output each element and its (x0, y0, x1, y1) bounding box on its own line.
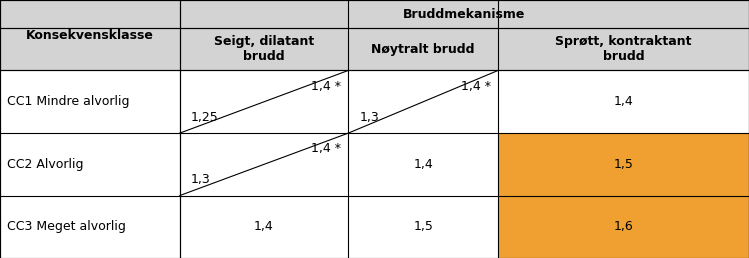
Text: Seigt, dilatant
brudd: Seigt, dilatant brudd (214, 35, 314, 63)
Text: Nøytralt brudd: Nøytralt brudd (372, 43, 475, 56)
Text: 1,3: 1,3 (360, 111, 379, 124)
Text: Konsekvensklasse: Konsekvensklasse (26, 29, 154, 42)
Text: 1,4: 1,4 (254, 220, 274, 233)
Text: CC2 Alvorlig: CC2 Alvorlig (7, 158, 84, 171)
Text: CC3 Meget alvorlig: CC3 Meget alvorlig (7, 220, 127, 233)
Bar (498, 196, 749, 258)
Bar (0, 70, 749, 258)
Text: 1,25: 1,25 (191, 111, 219, 124)
Text: 1,5: 1,5 (613, 158, 634, 171)
Bar (0, 0, 749, 28)
Text: 1,4 *: 1,4 * (311, 80, 341, 93)
Text: Sprøtt, kontraktant
brudd: Sprøtt, kontraktant brudd (555, 35, 692, 63)
Text: 1,4: 1,4 (413, 158, 433, 171)
Text: 1,3: 1,3 (191, 173, 210, 187)
Text: 1,6: 1,6 (613, 220, 634, 233)
Text: CC1 Mindre alvorlig: CC1 Mindre alvorlig (7, 95, 130, 108)
Text: Bruddmekanisme: Bruddmekanisme (403, 7, 526, 21)
Bar (0, 28, 749, 70)
Text: 1,4 *: 1,4 * (311, 142, 341, 155)
Text: 1,5: 1,5 (413, 220, 433, 233)
Text: 1,4 *: 1,4 * (461, 80, 491, 93)
Text: 1,4: 1,4 (613, 95, 634, 108)
Bar (498, 133, 749, 196)
